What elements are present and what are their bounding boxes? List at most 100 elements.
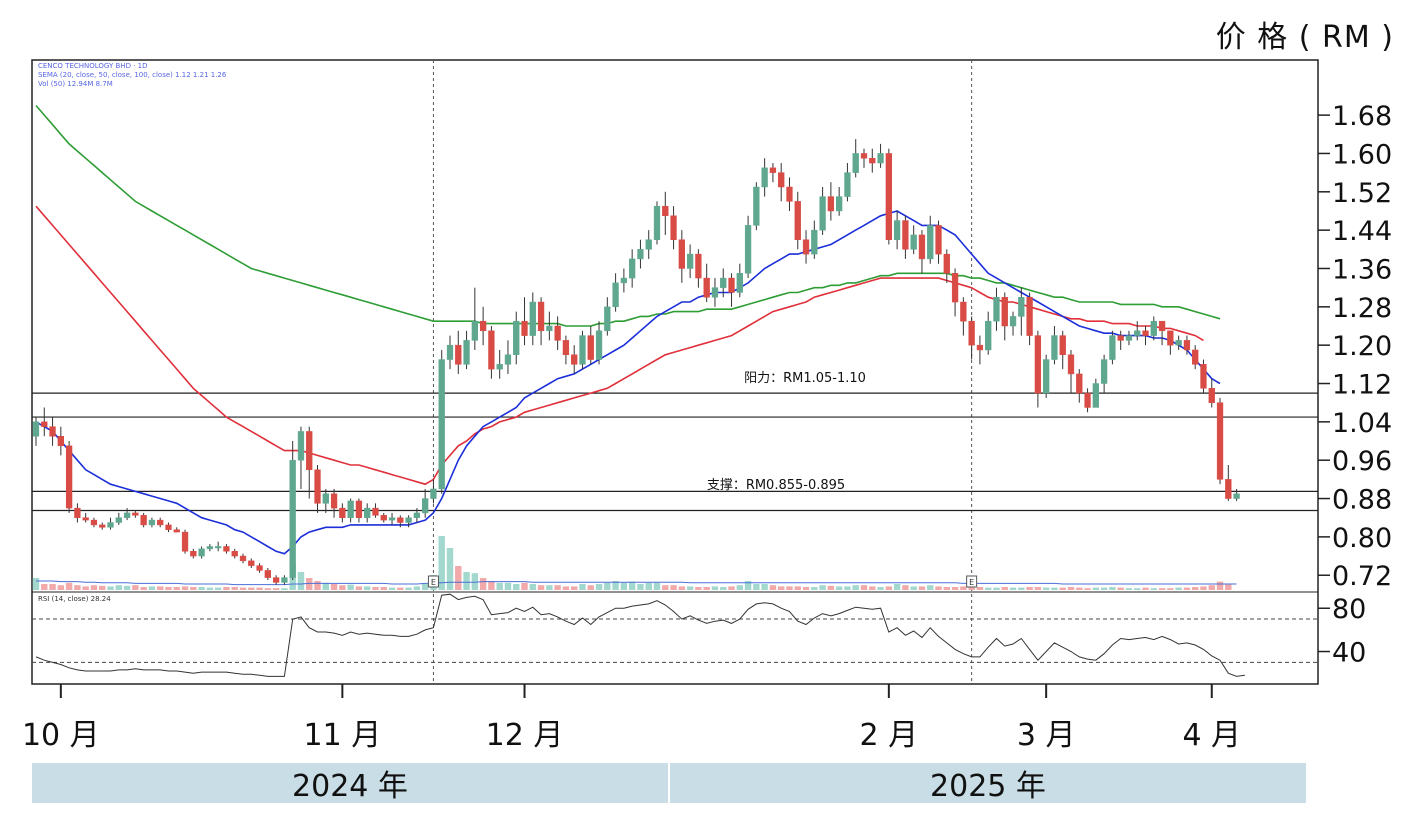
candle	[380, 515, 387, 521]
volume-bar	[380, 587, 387, 590]
volume-bar	[372, 587, 379, 590]
candle	[99, 524, 106, 528]
candle	[479, 320, 487, 332]
price-tick-label: 1.04	[1332, 408, 1392, 439]
volume-bar	[330, 584, 338, 590]
volume-bar	[695, 587, 702, 590]
volume-bar	[1142, 587, 1149, 590]
month-label: 11 月	[304, 718, 382, 753]
month-label: 4 月	[1182, 718, 1241, 753]
candle	[1092, 383, 1099, 408]
candle	[943, 253, 950, 274]
candle	[744, 225, 752, 274]
volume-bar	[811, 587, 818, 590]
support-label: 支撑：RM0.855-0.895	[707, 478, 845, 493]
volume-bar	[571, 586, 578, 590]
candle	[281, 577, 288, 583]
candle	[927, 225, 934, 260]
chart-header-line: Vol (50) 12.94M 8.7M	[38, 80, 113, 88]
candle	[860, 153, 868, 159]
candle	[769, 167, 777, 173]
candle	[951, 273, 959, 303]
volume-bar	[123, 585, 131, 590]
volume-bar	[1084, 588, 1091, 590]
candle	[1026, 296, 1033, 336]
year-band-2024	[32, 763, 668, 803]
price-tick-label: 0.80	[1332, 523, 1392, 554]
volume-bar	[1134, 588, 1141, 590]
volume-bar	[869, 586, 876, 590]
volume-bar	[264, 588, 272, 590]
volume-bar	[421, 584, 429, 590]
volume-bar	[1158, 588, 1166, 590]
volume-bar	[537, 585, 545, 590]
volume-bar	[347, 584, 354, 590]
volume-bar	[364, 586, 371, 590]
year-label-2024: 2024 年	[292, 769, 408, 804]
volume-bar	[1117, 587, 1124, 590]
candle	[347, 500, 354, 518]
volume-bar	[844, 586, 851, 590]
candle	[397, 517, 404, 523]
volume-bar	[74, 585, 81, 590]
candle	[82, 517, 89, 521]
candle	[463, 340, 470, 365]
volume-bar	[893, 584, 901, 590]
candle	[1109, 335, 1116, 360]
candle	[711, 287, 719, 298]
event-marker: E	[431, 578, 436, 587]
candle	[1117, 335, 1124, 341]
volume-bar	[943, 587, 950, 590]
volume-bar	[927, 585, 934, 590]
candle	[794, 201, 801, 240]
volume-bar	[686, 586, 694, 590]
volume-bar	[1109, 587, 1116, 590]
candle	[993, 296, 1000, 322]
price-tick-label: 1.60	[1332, 139, 1392, 170]
candle	[32, 421, 40, 437]
candle	[1183, 340, 1191, 351]
volume-bar	[1150, 588, 1157, 590]
candle	[488, 330, 495, 370]
volume-bar	[190, 587, 197, 590]
volume-bar	[1175, 587, 1182, 590]
volume-bar	[761, 584, 768, 590]
candle	[571, 354, 578, 365]
volume-bar	[157, 586, 164, 590]
volume-bar	[1051, 587, 1058, 590]
candle	[1009, 316, 1017, 327]
volume-bar	[1018, 587, 1025, 590]
candle	[322, 493, 329, 504]
volume-bar	[1042, 587, 1050, 590]
volume-bar	[248, 587, 255, 590]
price-tick-label: 0.72	[1332, 561, 1392, 592]
volume-bar	[827, 585, 835, 590]
volume-bar	[918, 586, 926, 590]
candle	[446, 344, 454, 360]
candle	[521, 320, 528, 336]
volume-bar	[711, 586, 719, 590]
volume-bar	[595, 584, 603, 590]
volume-bar	[802, 587, 810, 590]
candle	[223, 546, 230, 552]
price-tick-label: 0.96	[1332, 446, 1392, 477]
volume-bar	[1183, 587, 1191, 590]
volume-bar	[628, 581, 636, 590]
volume-bar	[231, 587, 238, 590]
candle	[132, 512, 139, 516]
candle	[413, 512, 421, 518]
candle	[422, 498, 429, 514]
candle	[968, 320, 975, 346]
candle	[960, 301, 967, 322]
candle	[206, 546, 214, 550]
candle	[314, 469, 321, 504]
event-marker-box	[427, 575, 439, 588]
candle	[910, 234, 917, 250]
candle	[190, 551, 197, 557]
event-marker: E	[969, 578, 974, 587]
volume-bar	[107, 586, 114, 590]
volume-bar	[355, 586, 363, 590]
volume-bar	[579, 584, 586, 590]
volume-bar	[140, 587, 147, 590]
